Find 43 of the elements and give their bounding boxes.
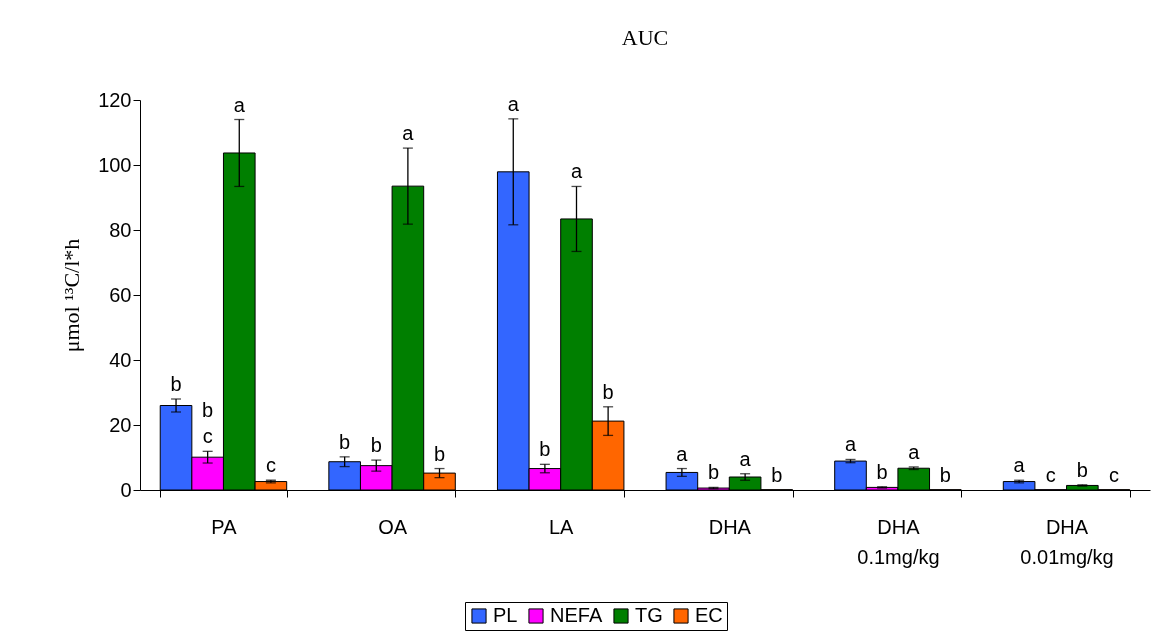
chart-title: AUC	[621, 25, 669, 50]
data-label: b	[539, 438, 551, 461]
data-label: b	[771, 463, 783, 486]
x-tick-label: OA	[378, 515, 408, 538]
x-tick-label: DHA	[708, 515, 752, 538]
x-tick-label: DHA 0.01mg/kg	[1020, 515, 1114, 568]
data-label: a	[233, 93, 246, 116]
data-label: b	[939, 463, 951, 486]
data-label: c	[1045, 463, 1056, 486]
y-tick-label: 120	[98, 88, 132, 111]
data-label: a	[844, 433, 857, 456]
data-label: a	[570, 160, 583, 183]
y-tick-label: 80	[109, 218, 132, 241]
x-tick-label: LA	[548, 515, 575, 538]
data-label: b	[339, 430, 351, 453]
y-tick-label: 60	[109, 283, 132, 306]
data-label: a	[1013, 454, 1026, 477]
data-label: b	[876, 460, 888, 483]
data-label: b	[370, 434, 382, 457]
data-label: a	[507, 92, 520, 115]
text: b c	[202, 399, 214, 448]
data-label: a	[676, 442, 689, 465]
data-label: c	[1108, 463, 1119, 486]
legend-label: TG	[635, 604, 663, 626]
legend-label: PL	[493, 604, 518, 626]
data-label: b	[433, 442, 446, 465]
data-label: b	[170, 373, 182, 395]
data-label: c	[265, 454, 276, 477]
data-label: a	[402, 122, 415, 145]
data-label: b	[602, 380, 614, 403]
data-label: a	[908, 440, 921, 463]
y-tick-label: 40	[109, 348, 132, 371]
y-axis-title: μmol ¹³C/l*h	[59, 238, 85, 353]
data-label: b	[707, 461, 720, 484]
y-tick-label: 20	[109, 413, 132, 436]
y-tick-label: 0	[120, 478, 132, 501]
x-tick-label: DHA 0.1mg/kg	[857, 515, 940, 568]
legend-label: EC	[695, 604, 723, 626]
x-tick-label: PA	[211, 515, 238, 538]
data-label: a	[739, 447, 752, 470]
legend-label: NEFA	[550, 604, 603, 626]
data-label: b	[1076, 458, 1088, 481]
y-tick-label: 100	[98, 153, 132, 176]
